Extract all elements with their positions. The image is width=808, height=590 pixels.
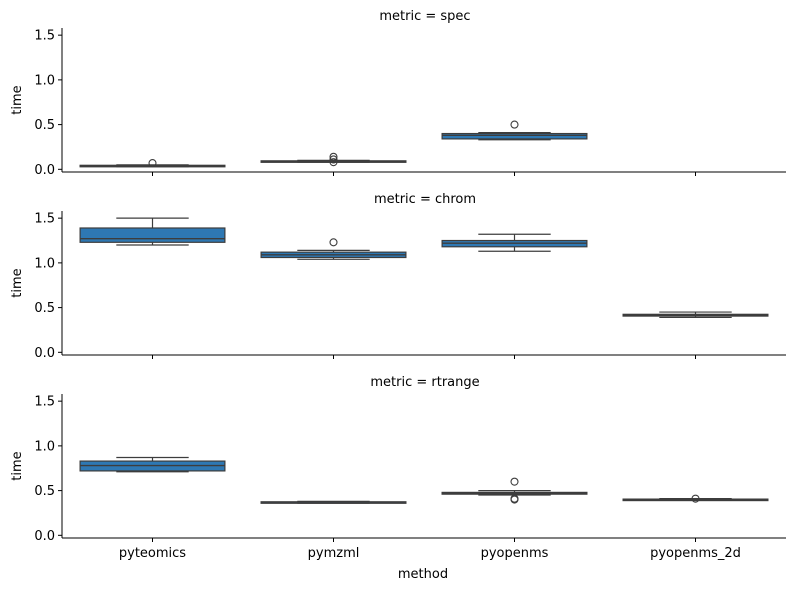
y-tick-label: 1.5 bbox=[34, 212, 55, 227]
box-pyteomics bbox=[79, 456, 226, 473]
y-axis-title: time bbox=[10, 268, 25, 297]
outlier-point bbox=[148, 159, 157, 168]
facet-panel-3: metric = rtrange 0.0 0.5 1.0 1.5 time pyteomic… bbox=[10, 375, 786, 561]
box-pyteomics bbox=[79, 159, 226, 168]
outlier-point bbox=[329, 158, 338, 167]
outlier-point bbox=[691, 494, 700, 503]
y-tick-label: 0.0 bbox=[34, 163, 55, 178]
box-pymzml bbox=[260, 152, 407, 167]
y-tick-label: 0.5 bbox=[34, 118, 55, 133]
outlier-point bbox=[329, 238, 338, 247]
facet-title: metric = spec bbox=[379, 9, 470, 24]
x-tick-label: pyteomics bbox=[119, 546, 186, 561]
box-pyopenms_2d bbox=[622, 494, 769, 503]
x-axis-title: method bbox=[398, 567, 448, 582]
outlier-point bbox=[510, 495, 519, 504]
box-iqr bbox=[441, 132, 588, 140]
box-pymzml bbox=[260, 500, 407, 504]
outlier-point bbox=[329, 155, 338, 164]
x-tick-label: pymzml bbox=[308, 546, 360, 561]
y-tick-label: 1.0 bbox=[34, 256, 55, 271]
y-tick-label: 1.0 bbox=[34, 73, 55, 88]
y-axis-title: time bbox=[10, 451, 25, 480]
y-tick-label: 0.5 bbox=[34, 301, 55, 316]
facet-panel-1: metric = spec 0.0 0.5 1.0 1.5 time bbox=[10, 9, 786, 178]
x-tick-label: pyopenms bbox=[481, 546, 549, 561]
y-tick-label: 1.5 bbox=[34, 395, 55, 410]
box-pyopenms bbox=[441, 120, 588, 141]
y-tick-label: 0.0 bbox=[34, 529, 55, 544]
y-tick-label: 0.5 bbox=[34, 484, 55, 499]
box-pyopenms_2d bbox=[622, 311, 769, 319]
y-axis-title: time bbox=[10, 85, 25, 114]
facet-panel-2: metric = chrom 0.0 0.5 1.0 1.5 time bbox=[10, 192, 786, 361]
y-tick-label: 1.0 bbox=[34, 439, 55, 454]
y-tick-label: 1.5 bbox=[34, 29, 55, 44]
outlier-point bbox=[510, 477, 519, 486]
box-pyopenms bbox=[441, 477, 588, 504]
facet-title: metric = chrom bbox=[374, 192, 476, 207]
outlier-point bbox=[510, 120, 519, 129]
box-pyteomics bbox=[79, 217, 226, 246]
x-tick-label: pyopenms_2d bbox=[650, 546, 741, 561]
y-tick-label: 0.0 bbox=[34, 346, 55, 361]
outlier-point bbox=[329, 152, 338, 161]
facet-title: metric = rtrange bbox=[370, 375, 479, 390]
box-iqr bbox=[79, 227, 226, 243]
box-pyopenms bbox=[441, 233, 588, 252]
box-pymzml bbox=[260, 238, 407, 260]
